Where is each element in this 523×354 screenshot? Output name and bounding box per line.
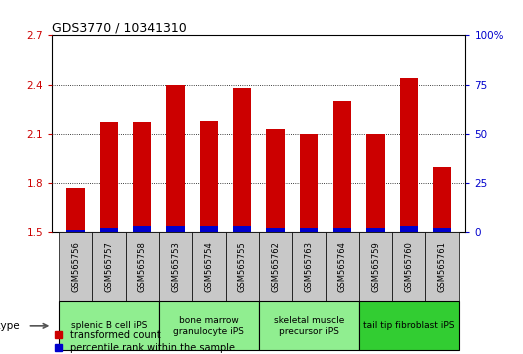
Text: GSM565754: GSM565754 [204,241,213,292]
Bar [300,228,318,232]
Bar [133,122,152,232]
Bar [166,85,185,232]
Bar [259,301,359,350]
Bar [366,134,385,232]
Bar [400,227,418,232]
Bar [126,232,159,301]
Bar [59,301,159,350]
Bar [433,228,451,232]
Text: GSM565759: GSM565759 [371,241,380,292]
Text: bone marrow
granulocyte iPS: bone marrow granulocyte iPS [174,316,244,336]
Bar [259,232,292,301]
Bar [133,227,152,232]
Bar [66,188,85,232]
Text: tail tip fibroblast iPS: tail tip fibroblast iPS [363,321,454,330]
Bar [325,232,359,301]
Bar [233,227,252,232]
Text: GDS3770 / 10341310: GDS3770 / 10341310 [52,21,187,34]
Bar [100,122,118,232]
Bar [333,101,351,232]
Text: GSM565763: GSM565763 [304,241,313,292]
Bar [159,232,192,301]
Bar [192,232,225,301]
Bar [292,232,325,301]
Text: GSM565764: GSM565764 [338,241,347,292]
Text: GSM565756: GSM565756 [71,241,80,292]
Bar [366,228,385,232]
Bar [359,232,392,301]
Bar [400,78,418,232]
Bar [159,301,259,350]
Bar [433,167,451,232]
Text: skeletal muscle
precursor iPS: skeletal muscle precursor iPS [274,316,344,336]
Text: GSM565753: GSM565753 [171,241,180,292]
Bar [266,129,285,232]
Bar [359,301,459,350]
Text: GSM565758: GSM565758 [138,241,147,292]
Bar [66,230,85,232]
Bar [200,121,218,232]
Bar [166,227,185,232]
Bar [59,232,92,301]
Text: GSM565761: GSM565761 [438,241,447,292]
Text: splenic B cell iPS: splenic B cell iPS [71,321,147,330]
Text: GSM565755: GSM565755 [238,241,247,292]
Bar [300,134,318,232]
Bar [233,88,252,232]
Bar [426,232,459,301]
Text: GSM565757: GSM565757 [105,241,113,292]
Text: GSM565762: GSM565762 [271,241,280,292]
Text: GSM565760: GSM565760 [404,241,413,292]
Bar [266,228,285,232]
Legend: transformed count, percentile rank within the sample: transformed count, percentile rank withi… [54,330,235,353]
Bar [392,232,426,301]
Bar [200,227,218,232]
Text: cell type: cell type [0,321,19,331]
Bar [225,232,259,301]
Bar [100,228,118,232]
Bar [333,228,351,232]
Bar [92,232,126,301]
